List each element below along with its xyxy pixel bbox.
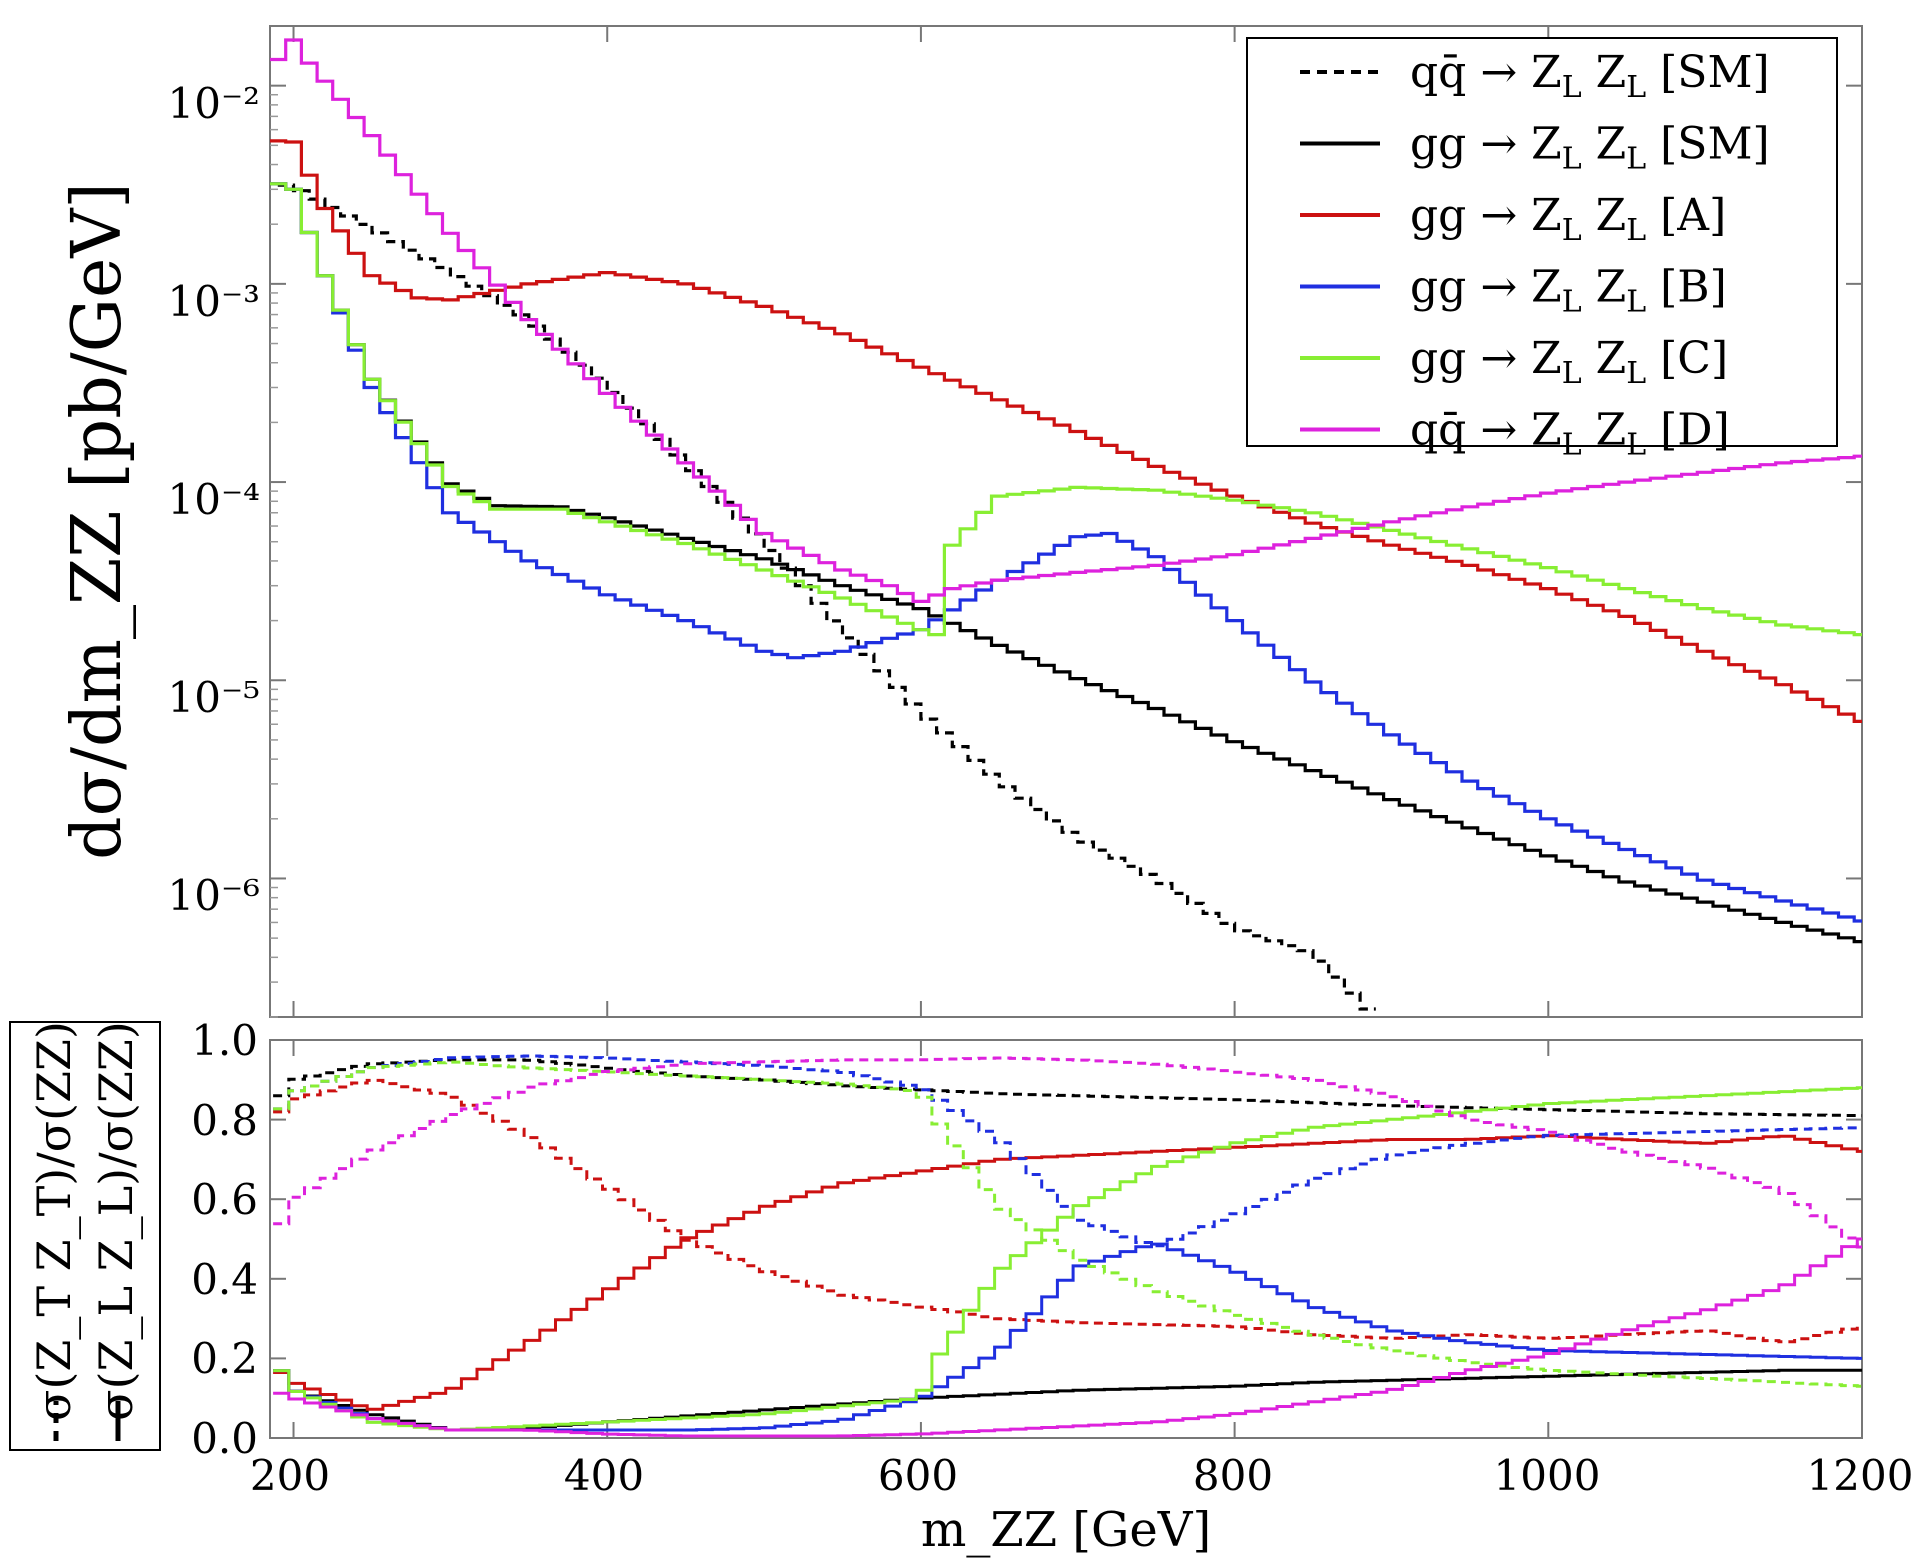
legend-label: gg → ZL ZL [B] — [1410, 262, 1727, 320]
lower-y-label-frame — [9, 1021, 161, 1451]
lower-series-line-A-solid — [273, 1134, 1862, 1411]
lower-y-tick-label: 1.0 — [191, 1016, 258, 1065]
lower-series-line-qqSM-dashed — [273, 1058, 1862, 1118]
lower-series-line-ggSM-solid — [273, 1368, 1862, 1432]
lower-y-tick-label: 0.2 — [191, 1334, 258, 1383]
lower-series-line-C-solid — [273, 1086, 1862, 1432]
legend-entry: gg → ZL ZL [C] — [1300, 333, 1728, 391]
legend: qq̄ → ZL ZL [SM] gg → ZL ZL [SM] gg → ZL Z… — [1246, 37, 1838, 463]
solid-ratio-label: σ(Z_L Z_L)/σ(ZZ) — [89, 1021, 143, 1421]
lower-y-axis-label-box: σ(Z_T Z_T)/σ(ZZ) σ(Z_L Z_L)/σ(ZZ) — [9, 1021, 161, 1451]
upper-y-tick-label: 10⁻³ — [168, 277, 260, 326]
upper-series-line-B — [270, 182, 1862, 923]
upper-y-axis-label: dσ/dm_ZZ [pb/GeV] — [58, 182, 137, 860]
x-tick-label: 400 — [564, 1451, 644, 1500]
legend-rows: qq̄ → ZL ZL [SM] gg → ZL ZL [SM] gg → ZL Z… — [1300, 47, 1770, 463]
upper-series-line-C — [270, 182, 1862, 637]
upper-plot-frame — [269, 25, 1863, 1018]
lower-series-line-D-solid — [273, 1237, 1862, 1438]
upper-series-line-D — [270, 38, 1862, 603]
legend-label: gg → ZL ZL [C] — [1410, 333, 1728, 391]
upper-series-line-ggSM — [270, 182, 1862, 944]
lower-panel: 0.0 0.2 0.4 0.6 0.8 1.0 200 400 600 800 … — [9, 1016, 1914, 1558]
x-tick-label: 800 — [1193, 1451, 1273, 1500]
x-tick-label: 1000 — [1494, 1451, 1601, 1500]
dashed-ratio-label-group: σ(Z_T Z_T)/σ(ZZ) — [27, 1021, 81, 1441]
upper-y-tick-label: 10⁻⁶ — [168, 871, 260, 920]
legend-box — [1246, 37, 1838, 447]
legend-label: qq̄ → ZL ZL [SM] — [1410, 47, 1770, 105]
upper-y-tick-labels: 10⁻² 10⁻³ 10⁻⁴ 10⁻⁵ 10⁻⁶ — [168, 79, 260, 920]
upper-y-tick-label: 10⁻² — [168, 79, 260, 128]
legend-entry: gg → ZL ZL [SM] — [1300, 119, 1770, 177]
lower-series-line-C-dashed — [273, 1060, 1862, 1388]
upper-panel: dσ/dm_ZZ [pb/GeV] 10⁻² 10⁻³ 10⁻⁴ 10⁻⁵ 10… — [58, 25, 1863, 1018]
x-axis-label: m_ZZ [GeV] — [921, 1502, 1211, 1558]
upper-y-tick-label: 10⁻⁴ — [168, 475, 260, 524]
lower-series — [273, 1054, 1862, 1438]
lower-series-line-B-solid — [273, 1242, 1862, 1432]
upper-series-line-A — [270, 139, 1862, 723]
lower-series-line-A-dashed — [273, 1078, 1862, 1344]
x-tick-label: 600 — [878, 1451, 958, 1500]
lower-y-tick-label: 0.6 — [191, 1175, 258, 1224]
x-tick-label: 200 — [250, 1451, 330, 1500]
lower-series-line-D-dashed — [273, 1056, 1862, 1249]
lower-y-tick-labels: 0.0 0.2 0.4 0.6 0.8 1.0 — [191, 1016, 258, 1463]
legend-entry: qq̄ → ZL ZL [D] — [1300, 405, 1730, 463]
dashed-ratio-label: σ(Z_T Z_T)/σ(ZZ) — [27, 1021, 81, 1421]
upper-y-axis-label-text: dσ/dm_ZZ [pb/GeV] — [58, 182, 137, 860]
legend-entry: gg → ZL ZL [A] — [1300, 190, 1726, 248]
lower-y-tick-label: 0.4 — [191, 1255, 258, 1304]
lower-y-tick-label: 0.0 — [191, 1414, 258, 1463]
upper-y-tick-label: 10⁻⁵ — [168, 673, 260, 722]
upper-series-line-qqSM — [277, 183, 1376, 1011]
solid-ratio-label-group: σ(Z_L Z_L)/σ(ZZ) — [89, 1021, 143, 1441]
upper-series — [270, 38, 1862, 1011]
upper-y-ticks — [270, 26, 1863, 1018]
x-tick-label: 1200 — [1807, 1451, 1914, 1500]
lower-y-ticks — [270, 1039, 1863, 1439]
x-tick-labels: 200 400 600 800 1000 1200 — [250, 1451, 1914, 1500]
legend-label: gg → ZL ZL [SM] — [1410, 119, 1770, 177]
legend-entry: gg → ZL ZL [B] — [1300, 262, 1727, 320]
legend-label: qq̄ → ZL ZL [D] — [1410, 405, 1730, 463]
legend-entry: qq̄ → ZL ZL [SM] — [1300, 47, 1770, 105]
lower-y-tick-label: 0.8 — [191, 1096, 258, 1145]
legend-label: gg → ZL ZL [A] — [1410, 190, 1726, 248]
